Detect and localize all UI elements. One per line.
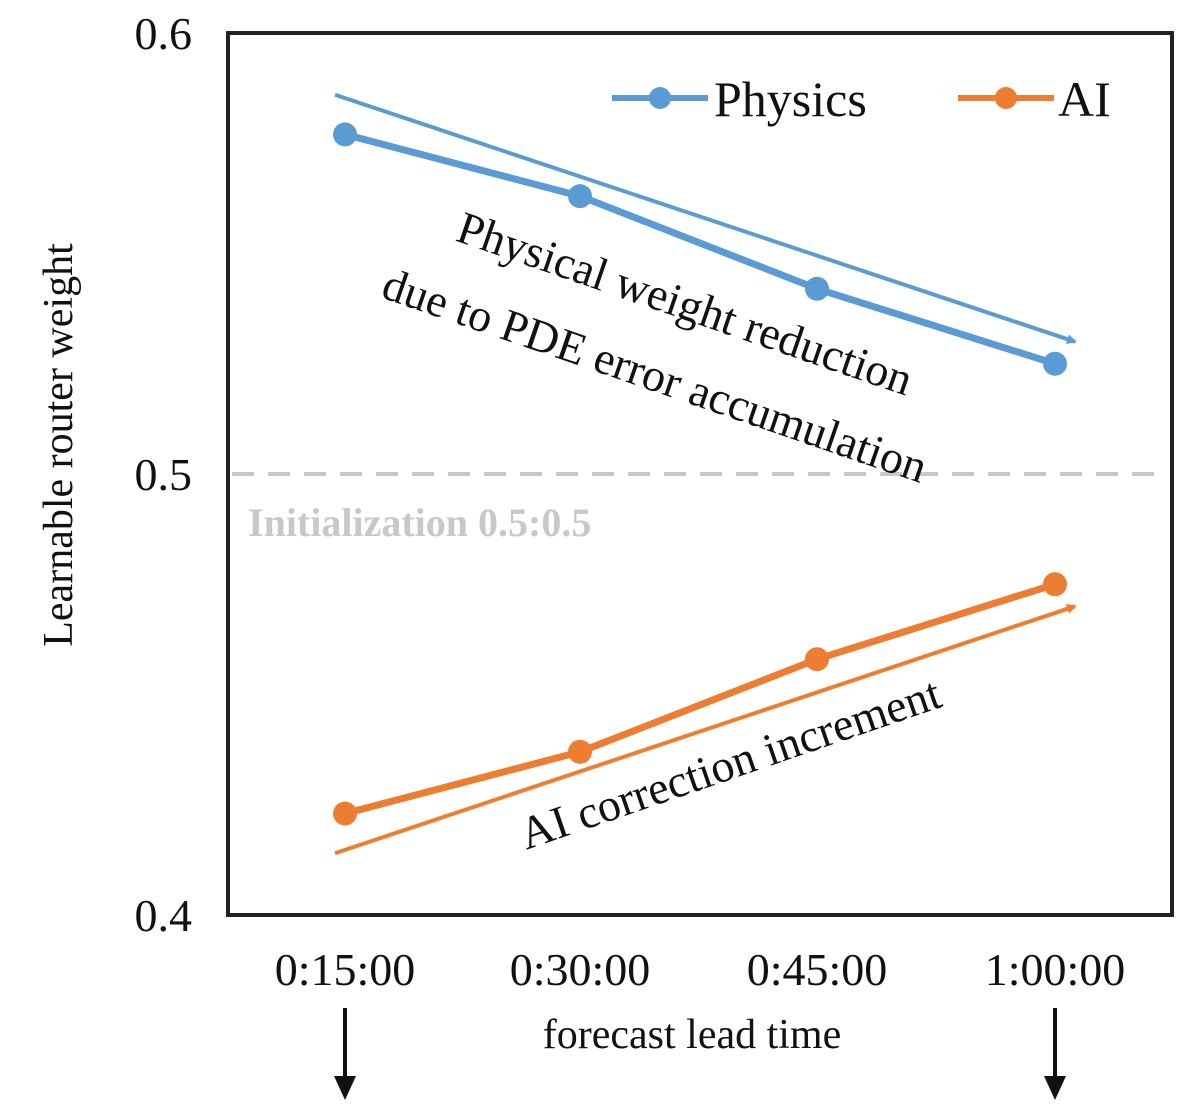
ai-series-line [344,580,1057,817]
initialization-label: Initialization 0.5:0.5 [248,500,591,545]
down-arrow-head [334,1076,356,1100]
legend-physics-marker [649,87,671,109]
ai-point-0 [333,801,357,826]
series-layer [333,122,1067,826]
legend-ai-label: AI [1058,71,1111,127]
ai-trend-arrow [334,604,1077,856]
x-tick-label-1: 0:30:00 [510,944,651,995]
ai-point-2 [805,647,829,672]
x-tick-label-2: 0:45:00 [747,944,888,995]
physics-point-3 [1043,351,1067,376]
x-tick-label-3: 1:00:00 [985,944,1126,995]
down-arrow-icon [1044,1008,1066,1100]
physics-trend-arrow [334,92,1077,344]
legend: Physics AI [612,71,1111,127]
physics-point-0 [333,122,357,147]
physics-point-1 [568,184,592,209]
x-tick-label-0: 0:15:00 [275,944,416,995]
y-tick-label-2: 0.6 [135,8,193,59]
y-tick-label-1: 0.5 [135,449,193,500]
down-arrow-head [1044,1076,1066,1100]
ai-point-3 [1043,572,1067,597]
y-tick-label-0: 0.4 [135,890,193,941]
y-axis-title: Learnable router weight [36,243,82,647]
down-arrow-icon [334,1008,356,1100]
physics-point-2 [805,276,829,301]
x-axis-title: forecast lead time [543,1012,842,1058]
ai-point-1 [568,739,592,764]
plot-area-frame [226,31,1174,917]
legend-ai-marker [995,87,1017,109]
bottom-markers [334,1008,1066,1100]
physics-series-line [344,131,1057,368]
x-axis-ticks: 0:15:00 0:30:00 0:45:00 1:00:00 [275,944,1126,995]
legend-physics-label: Physics [714,71,867,127]
y-axis-ticks: 0.4 0.5 0.6 [135,8,193,941]
